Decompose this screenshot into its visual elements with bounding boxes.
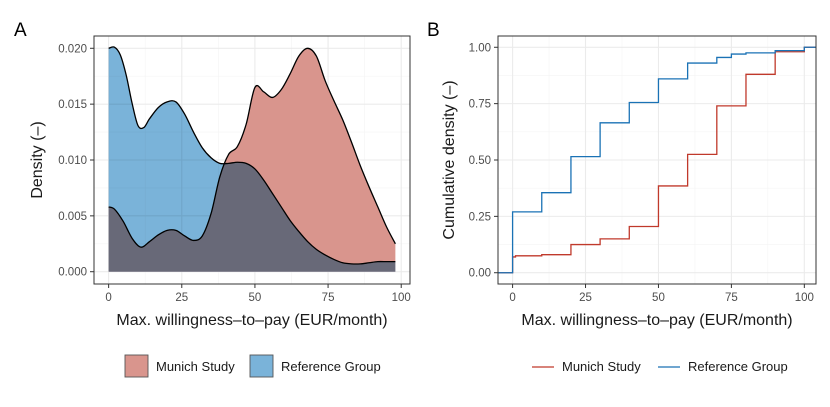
legend-b-label-reference: Reference Group [688, 359, 788, 374]
panel-a-density-areas [108, 46, 396, 272]
density-area-reference [108, 46, 396, 272]
b-y-tick-label: 0.75 [469, 99, 491, 111]
panel-a-label: A [14, 20, 27, 41]
panel-b-step-lines [498, 46, 816, 274]
panel-b-x-axis-title: Max. willingness–to–pay (EUR/month) [521, 312, 792, 329]
a-x-tick-label: 50 [249, 292, 262, 304]
panel-b-grid [498, 36, 816, 284]
density-area-munich [108, 48, 396, 272]
panel-b-y-axis-title: Cumulative density (–) [441, 80, 458, 239]
b-x-tick-label: 100 [795, 292, 814, 304]
b-x-tick-label: 0 [509, 292, 515, 304]
panel-a-y-ticks: 0.000 0.005 0.010 0.015 0.020 [58, 43, 94, 279]
panel-a-x-ticks: 0 25 50 75 100 [105, 284, 411, 304]
b-y-tick-label: 0.00 [469, 268, 491, 280]
a-x-tick-label: 0 [105, 292, 111, 304]
panel-b-y-ticks: 0.00 0.25 0.50 0.75 1.00 [469, 42, 498, 280]
density-outline-munich [108, 47, 396, 248]
panel-a-y-axis-title: Density (–) [29, 121, 46, 198]
b-x-tick-label: 75 [725, 292, 738, 304]
a-y-tick-label: 0.010 [58, 155, 87, 167]
b-x-tick-label: 25 [579, 292, 592, 304]
legend-a-label-munich: Munich Study [156, 359, 235, 374]
a-x-tick-label: 100 [392, 292, 411, 304]
legend-a-label-reference: Reference Group [281, 359, 381, 374]
a-x-tick-label: 25 [175, 292, 188, 304]
panel-b-label: B [427, 20, 440, 41]
b-y-tick-label: 1.00 [469, 42, 491, 54]
panel-a-legend: Munich Study Reference Group [124, 354, 381, 378]
panel-b-x-ticks: 0 25 50 75 100 [509, 284, 814, 304]
legend-a-swatch-munich [124, 354, 149, 378]
b-y-tick-label: 0.50 [469, 155, 491, 167]
a-x-tick-label: 75 [322, 292, 335, 304]
panel-b-legend: Munich Study Reference Group [532, 359, 788, 374]
legend-b-label-munich: Munich Study [562, 359, 641, 374]
a-y-tick-label: 0.005 [58, 211, 87, 223]
a-y-tick-label: 0.020 [58, 43, 87, 55]
legend-a-swatch-reference [249, 354, 274, 378]
b-y-tick-label: 0.25 [469, 211, 491, 223]
panel-a-x-axis-title: Max. willingness–to–pay (EUR/month) [116, 312, 387, 329]
cdf-line-reference [498, 46, 816, 274]
density-outline-reference [108, 46, 396, 265]
panel-a: A 0.000 0.005 0.010 0.015 0.020 0 25 50 75 100 M… [14, 20, 411, 329]
a-y-tick-label: 0.015 [58, 99, 87, 111]
a-y-tick-label: 0.000 [58, 267, 87, 279]
panel-b: B 0.00 0.25 0.50 0.75 1.00 0 25 50 75 100 Max. w… [427, 20, 817, 329]
b-x-tick-label: 50 [652, 292, 665, 304]
cdf-line-munich [498, 46, 816, 274]
